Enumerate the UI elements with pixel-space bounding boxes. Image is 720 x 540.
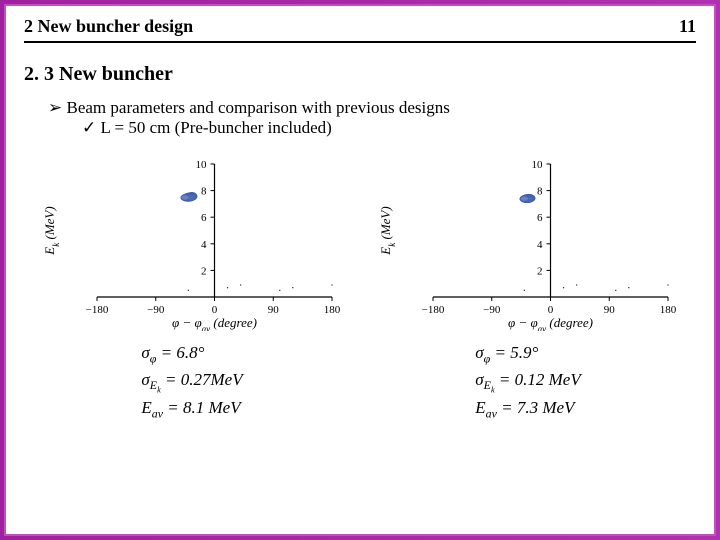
svg-text:Ek (MeV): Ek (MeV) bbox=[378, 206, 397, 255]
svg-text:90: 90 bbox=[268, 304, 280, 316]
svg-text:−90: −90 bbox=[147, 304, 165, 316]
svg-text:180: 180 bbox=[324, 304, 341, 316]
svg-text:180: 180 bbox=[660, 304, 677, 316]
bullet-list: Beam parameters and comparison with prev… bbox=[48, 98, 696, 138]
slide-frame: 2 New buncher design 11 2. 3 New buncher… bbox=[0, 0, 720, 540]
svg-text:10: 10 bbox=[196, 159, 208, 171]
right-equations: σφ = 5.9° σEk = 0.12 MeV Eav = 7.3 MeV bbox=[475, 341, 580, 423]
svg-text:8: 8 bbox=[537, 186, 543, 198]
slide-body: 2 New buncher design 11 2. 3 New buncher… bbox=[4, 4, 716, 536]
right-sigma-ek: σEk = 0.12 MeV bbox=[475, 368, 580, 397]
svg-text:4: 4 bbox=[537, 239, 543, 251]
right-eav: Eav = 7.3 MeV bbox=[475, 396, 580, 423]
right-chart-block: −180−90090180246810Ek (MeV)φ − φav (degr… bbox=[378, 156, 678, 423]
bullet-level2: L = 50 cm (Pre-buncher included) bbox=[82, 118, 696, 138]
left-chart-block: −180−90090180246810Ek (MeV)φ − φav (degr… bbox=[42, 156, 342, 423]
svg-text:2: 2 bbox=[537, 265, 543, 277]
right-chart: −180−90090180246810Ek (MeV)φ − φav (degr… bbox=[378, 156, 678, 331]
charts-row: −180−90090180246810Ek (MeV)φ − φav (degr… bbox=[24, 156, 696, 423]
svg-text:90: 90 bbox=[604, 304, 616, 316]
header-title: 2 New buncher design bbox=[24, 16, 193, 37]
bullet-level1: Beam parameters and comparison with prev… bbox=[48, 98, 696, 118]
svg-text:φ − φav (degree): φ − φav (degree) bbox=[172, 315, 257, 331]
svg-text:6: 6 bbox=[201, 212, 207, 224]
svg-text:φ − φav (degree): φ − φav (degree) bbox=[508, 315, 593, 331]
svg-text:−180: −180 bbox=[86, 304, 109, 316]
svg-text:2: 2 bbox=[201, 265, 207, 277]
left-equations: σφ = 6.8° σEk = 0.27MeV Eav = 8.1 MeV bbox=[141, 341, 242, 423]
svg-text:−90: −90 bbox=[483, 304, 501, 316]
svg-text:8: 8 bbox=[201, 186, 207, 198]
bullet-l2-text: L = 50 cm (Pre-buncher included) bbox=[101, 118, 332, 137]
left-sigma-phi: σφ = 6.8° bbox=[141, 341, 242, 368]
left-sigma-ek: σEk = 0.27MeV bbox=[141, 368, 242, 397]
left-eav: Eav = 8.1 MeV bbox=[141, 396, 242, 423]
svg-text:10: 10 bbox=[532, 159, 544, 171]
page-number: 11 bbox=[679, 16, 696, 37]
right-sigma-phi: σφ = 5.9° bbox=[475, 341, 580, 368]
svg-text:4: 4 bbox=[201, 239, 207, 251]
svg-text:6: 6 bbox=[537, 212, 543, 224]
svg-text:−180: −180 bbox=[422, 304, 445, 316]
slide-header: 2 New buncher design 11 bbox=[24, 16, 696, 43]
left-chart: −180−90090180246810Ek (MeV)φ − φav (degr… bbox=[42, 156, 342, 331]
svg-text:Ek (MeV): Ek (MeV) bbox=[42, 206, 61, 255]
section-title: 2. 3 New buncher bbox=[24, 63, 696, 86]
bullet-l1-text: Beam parameters and comparison with prev… bbox=[67, 98, 450, 117]
